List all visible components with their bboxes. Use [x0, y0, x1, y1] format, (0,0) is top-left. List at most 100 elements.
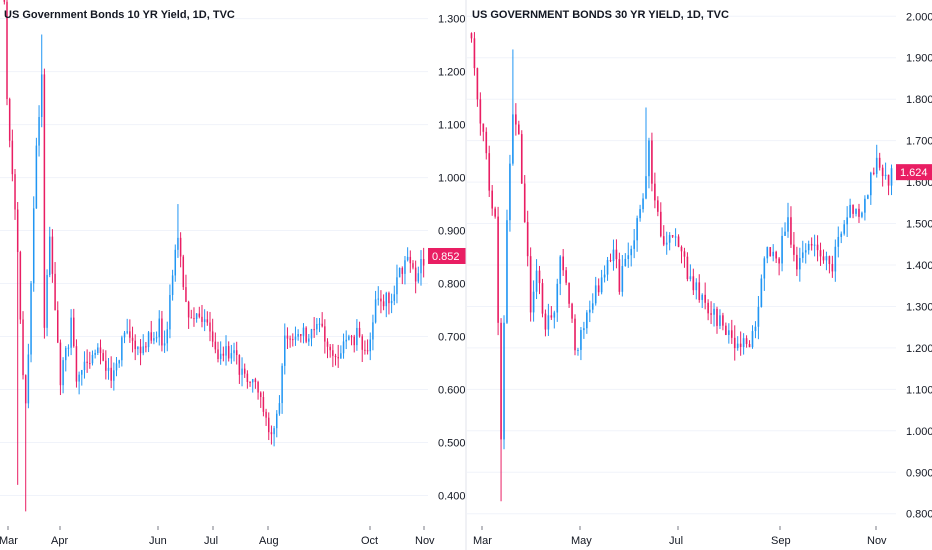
candle [600, 269, 603, 295]
candle [588, 300, 591, 323]
candle-body [187, 301, 190, 318]
candle-body [3, 0, 6, 2]
candle [268, 412, 270, 441]
candle [19, 250, 22, 324]
candle-body [630, 248, 633, 256]
candle [57, 301, 59, 344]
candle-body [211, 331, 214, 342]
candle [612, 239, 615, 271]
x-tick-label: Aug [259, 535, 279, 547]
candle-body [603, 274, 606, 278]
candle-body [470, 33, 473, 39]
x-tick-label: Jul [204, 535, 218, 547]
candle [30, 281, 32, 363]
candle-body [781, 235, 783, 264]
candle-body [488, 153, 491, 191]
candle [209, 311, 211, 342]
candle-body [668, 235, 671, 243]
candle-body [736, 343, 739, 349]
candle [233, 342, 235, 362]
candle-body [268, 417, 270, 433]
candle [8, 97, 11, 148]
candle [380, 290, 382, 314]
candle [772, 244, 775, 262]
candle-body [680, 246, 683, 252]
candle [324, 319, 326, 354]
candle-body [107, 367, 110, 371]
candle [775, 250, 777, 264]
candle-body [733, 337, 736, 349]
chart-title: US GOVERNMENT BONDS 30 YR YIELD, 1D, TVC [472, 9, 729, 21]
candle [179, 232, 182, 268]
candle [86, 349, 88, 373]
candle-body [473, 38, 476, 69]
candle [790, 206, 792, 248]
x-tick-label: Mar [0, 535, 18, 547]
candle-body [150, 332, 152, 341]
candle-body [246, 373, 249, 382]
candle-body [163, 343, 166, 346]
candle-body [276, 413, 278, 429]
candle-body [843, 224, 846, 234]
candle [174, 244, 177, 282]
candle [719, 309, 721, 330]
candle-body [422, 258, 425, 266]
candle [799, 247, 801, 282]
candle [722, 312, 724, 331]
candle [153, 331, 155, 345]
candle [406, 247, 409, 262]
candle [636, 215, 638, 252]
y-tick-label: 0.900 [438, 226, 466, 238]
candle-body [840, 233, 843, 237]
candle [819, 242, 822, 266]
candle-body [353, 336, 355, 346]
candle-body [609, 260, 612, 262]
candle [372, 314, 374, 351]
candle-body [816, 244, 819, 251]
candle-body [372, 322, 374, 340]
candle [417, 266, 420, 284]
candle [14, 169, 16, 220]
candle-body [324, 326, 326, 342]
candle-body [59, 342, 62, 386]
candle [22, 311, 24, 380]
candle [659, 202, 662, 238]
candle [520, 130, 523, 184]
candle [337, 344, 339, 368]
candle [867, 194, 869, 200]
candle-body [509, 163, 511, 221]
y-tick-label: 1.400 [906, 260, 932, 272]
candle [300, 333, 302, 343]
y-axis: 1.300 1.200 1.100 1.000 0.900 0.800 0.700 0.600… [438, 14, 466, 503]
candle [187, 300, 190, 329]
candle [872, 167, 875, 176]
candle [855, 208, 857, 217]
candle-body [396, 277, 398, 295]
candle [185, 274, 187, 303]
candle [393, 285, 396, 306]
candle-body [308, 338, 310, 342]
candle [89, 351, 91, 369]
candle [517, 120, 520, 135]
candle [751, 325, 754, 349]
candle-body [358, 327, 361, 337]
candle [512, 49, 514, 166]
candle-body [65, 347, 67, 361]
candle [203, 309, 206, 332]
candle-body [562, 256, 564, 271]
candle-body [286, 335, 289, 339]
candle-body [654, 183, 656, 201]
candle [630, 245, 633, 267]
candle [698, 274, 701, 303]
candle-body [195, 313, 198, 319]
candle-body [16, 209, 19, 252]
candle-body [51, 236, 54, 274]
candle [147, 331, 150, 353]
candle-body [300, 334, 302, 336]
candle [680, 245, 683, 264]
candle-body [861, 212, 863, 217]
y-tick-label: 0.500 [438, 438, 466, 450]
candle-body [825, 256, 828, 261]
candle-body [62, 360, 64, 386]
candle-body [393, 294, 396, 301]
